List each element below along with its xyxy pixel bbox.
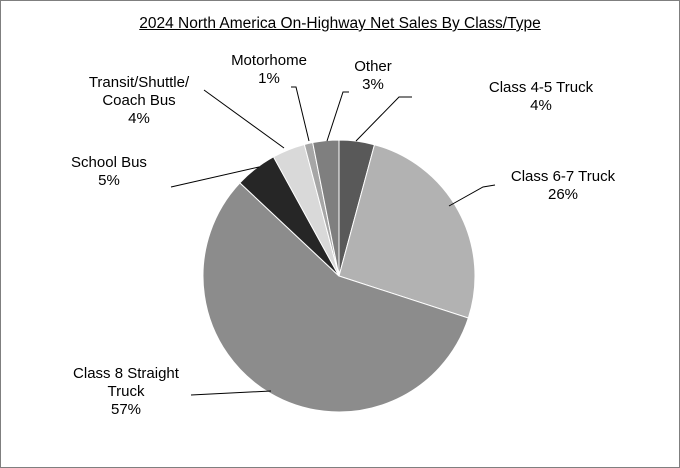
data-label-percent: 57% (110, 401, 142, 418)
data-label-2: Class 8 Straight Truck 57% (61, 365, 191, 419)
data-label-percent: 4% (128, 110, 150, 127)
data-label-4: Transit/Shuttle/Coach Bus 4% (69, 74, 209, 128)
data-label-text: Truck (107, 383, 145, 400)
data-label-text: School Bus (71, 154, 147, 171)
data-label-3: School Bus 5% (59, 154, 159, 190)
leader-line-5 (291, 86, 310, 142)
leader-line-0 (355, 96, 412, 142)
data-label-text: Class 6-7 Truck (510, 168, 616, 185)
data-label-text: Transit/Shuttle/ (88, 74, 190, 91)
chart-title: 2024 North America On-Highway Net Sales … (139, 15, 541, 32)
data-label-5: Motorhome 1% (219, 52, 319, 88)
pie-slice-2 (202, 182, 469, 413)
data-label-6: Other 3% (337, 58, 409, 94)
data-label-text: Class 4-5 Truck (488, 79, 594, 96)
leader-line-6 (326, 91, 349, 142)
data-label-percent: 26% (547, 186, 579, 203)
data-label-percent: 3% (362, 76, 384, 93)
leader-line-3 (170, 166, 260, 188)
leader-line-4 (203, 89, 285, 149)
data-label-0: Class 4-5 Truck 4% (476, 79, 606, 115)
data-label-percent: 1% (258, 70, 280, 87)
data-label-percent: 4% (530, 97, 552, 114)
data-label-text: Other (354, 58, 392, 75)
data-label-text: Class 8 Straight (73, 365, 179, 382)
leader-line-1 (448, 184, 496, 207)
data-label-text: Motorhome (231, 52, 307, 69)
data-label-1: Class 6-7 Truck 26% (488, 168, 638, 204)
data-label-text: Coach Bus (102, 92, 176, 109)
data-label-percent: 5% (98, 172, 120, 189)
leader-line-2 (190, 390, 272, 396)
pie-slice-1 (338, 144, 476, 319)
pie-slice-6 (312, 139, 340, 277)
